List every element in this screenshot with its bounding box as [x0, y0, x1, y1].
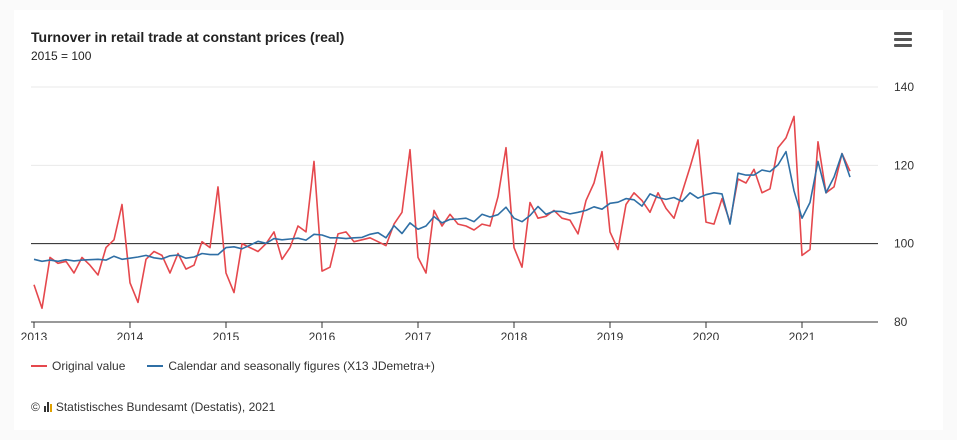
x-tick-label-2020: 2020: [693, 330, 720, 340]
y-tick-label-80: 80: [894, 315, 908, 329]
chart-title: Turnover in retail trade at constant pri…: [31, 29, 345, 45]
x-tick-label-2013: 2013: [21, 330, 48, 340]
copyright-symbol: ©: [31, 400, 40, 414]
legend-item-adjusted[interactable]: Calendar and seasonally figures (X13 JDe…: [147, 359, 435, 373]
y-tick-label-100: 100: [894, 237, 914, 251]
hamburger-menu-icon[interactable]: [894, 32, 912, 48]
legend-label-adjusted: Calendar and seasonally figures (X13 JDe…: [168, 359, 435, 373]
chart-subtitle: 2015 = 100: [31, 49, 92, 63]
x-tick-label-2018: 2018: [501, 330, 528, 340]
source-credit: © Statistisches Bundesamt (Destatis), 20…: [31, 400, 275, 414]
destatis-logo-icon: [43, 402, 52, 412]
y-tick-label-140: 140: [894, 80, 914, 94]
series-adjusted-line: [33, 150, 851, 263]
x-tick-label-2021: 2021: [789, 330, 816, 340]
legend-swatch-original: [31, 365, 47, 367]
x-tick-label-2015: 2015: [213, 330, 240, 340]
chart-card: Turnover in retail trade at constant pri…: [14, 10, 943, 430]
legend: Original value Calendar and seasonally f…: [31, 359, 435, 373]
x-tick-label-2016: 2016: [309, 330, 336, 340]
x-tick-label-2014: 2014: [117, 330, 144, 340]
legend-swatch-adjusted: [147, 365, 164, 367]
x-tick-label-2017: 2017: [405, 330, 432, 340]
x-tick-label-2019: 2019: [597, 330, 624, 340]
legend-label-original: Original value: [52, 359, 126, 373]
legend-item-original[interactable]: Original value: [31, 359, 125, 373]
credit-text: Statistisches Bundesamt (Destatis), 2021: [55, 400, 276, 414]
line-chart: 80 100 120 140 2013 2014 2015 2016 2017 2018 2019 2…: [21, 80, 915, 340]
y-tick-label-120: 120: [894, 158, 914, 172]
series-original-line: [33, 115, 851, 310]
